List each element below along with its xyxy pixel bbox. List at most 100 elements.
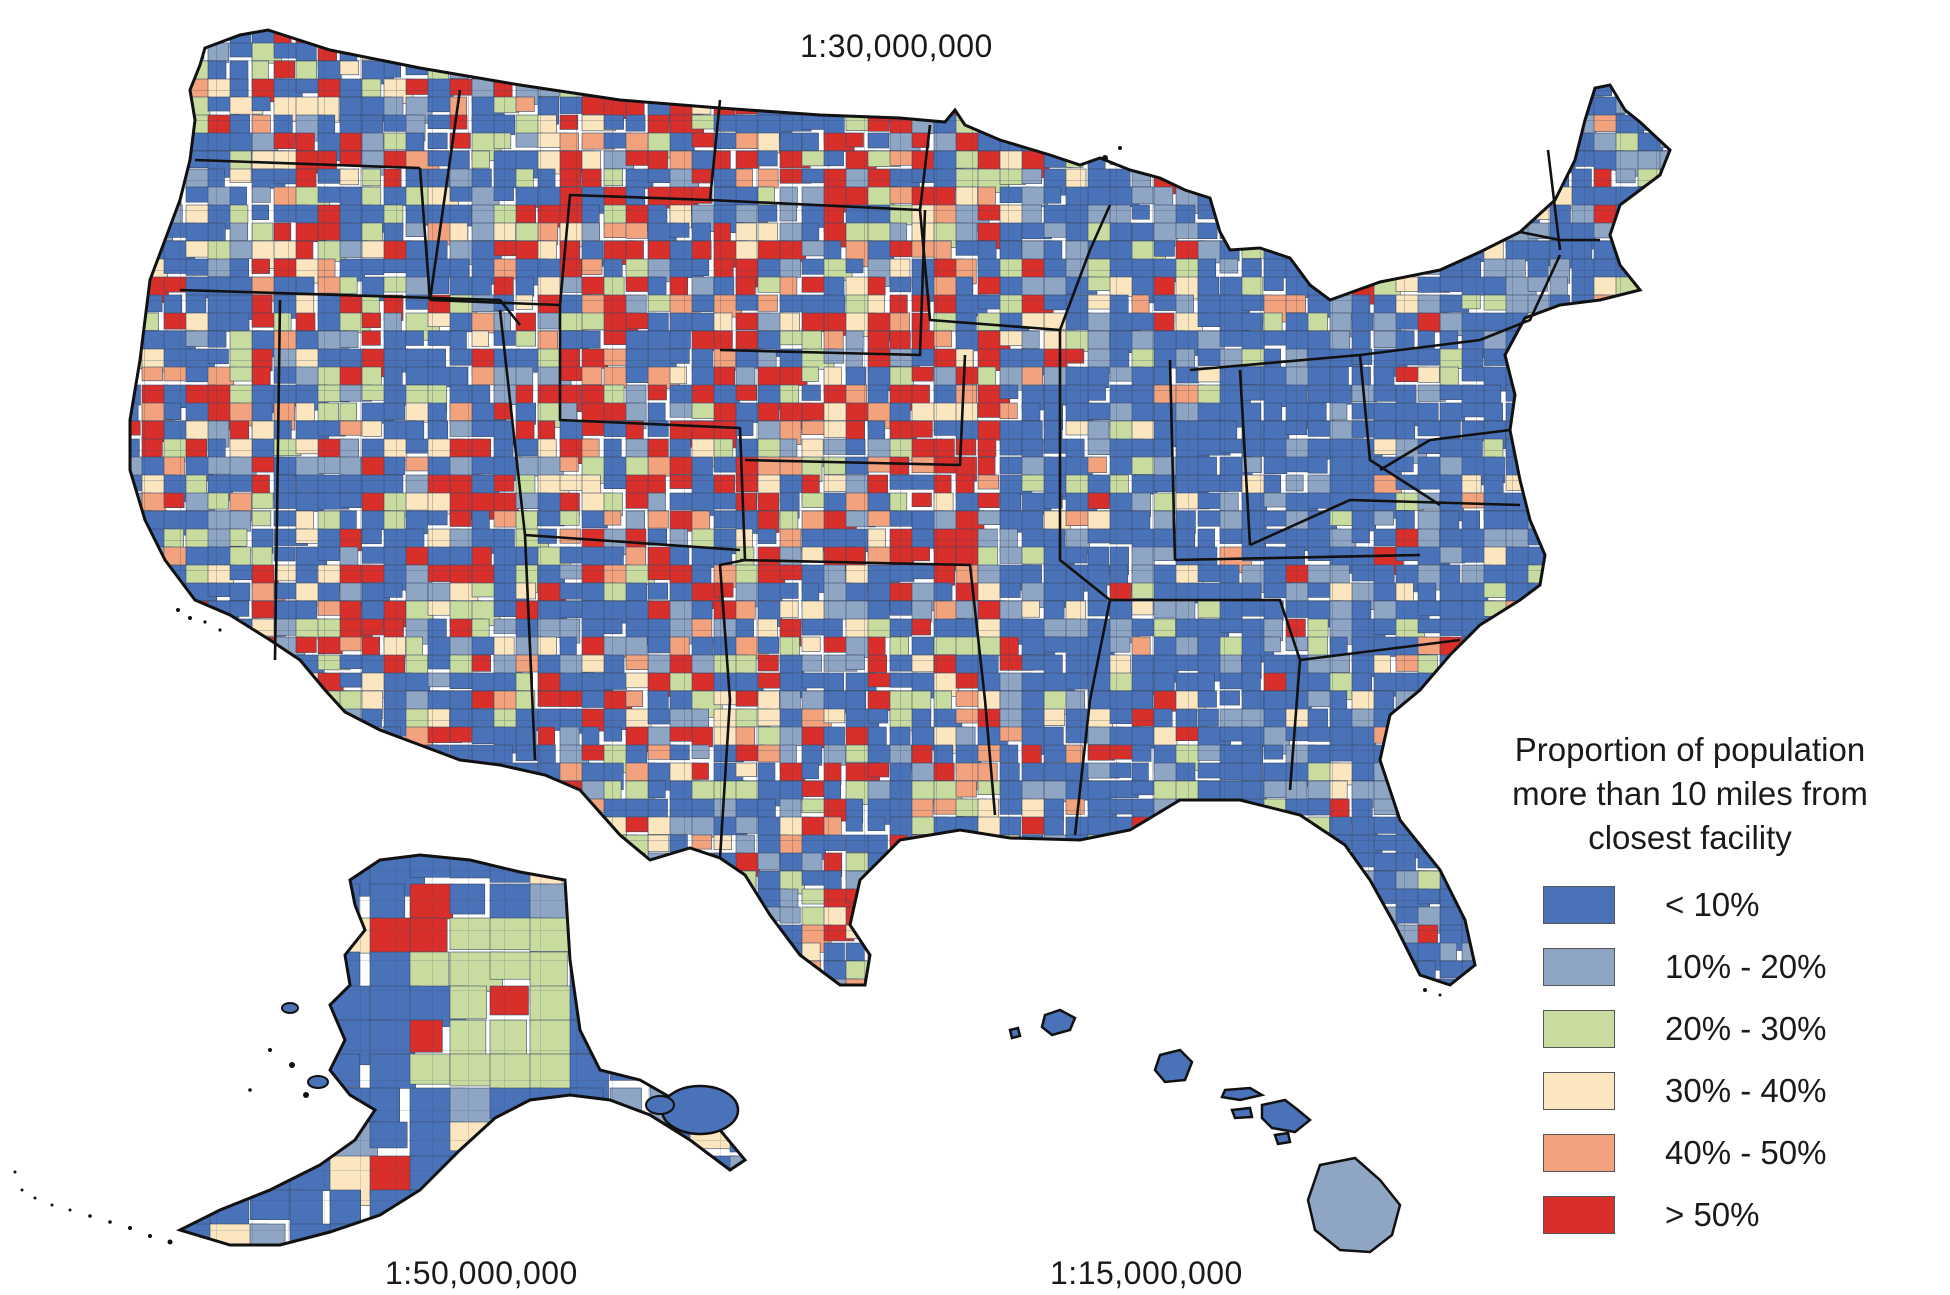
county-cell [1241, 204, 1269, 232]
county-cell [1087, 942, 1111, 970]
county-cell [1263, 924, 1288, 941]
county-cell [295, 942, 314, 964]
county-cell [1505, 690, 1541, 708]
county-cell [1176, 997, 1204, 1024]
county-cell [1439, 30, 1465, 40]
county-cell [1263, 30, 1289, 45]
county-cell [889, 942, 921, 960]
county-cell [1131, 132, 1159, 158]
county-cell [1263, 78, 1297, 100]
county-cell [1351, 114, 1378, 138]
county-cell [289, 855, 330, 894]
county-cell [1087, 78, 1105, 99]
county-cell [251, 762, 283, 780]
county-cell [1505, 30, 1531, 52]
county-cell [1241, 816, 1271, 843]
county-cell [1571, 30, 1601, 42]
county-cell [1109, 888, 1142, 914]
county-cell [1043, 870, 1070, 886]
legend-label: 40% - 50% [1665, 1134, 1827, 1171]
county-cell [185, 924, 211, 940]
county-cell [603, 78, 638, 94]
county-cell [569, 1155, 615, 1200]
county-cell [229, 924, 250, 941]
county-cell [934, 997, 962, 1022]
county-cell [251, 924, 273, 954]
county-cell [537, 798, 573, 822]
county-cell [1373, 978, 1397, 985]
county-cell [1593, 582, 1615, 598]
county-cell [977, 978, 1009, 985]
county-cell [130, 294, 140, 311]
county-cell [1395, 60, 1421, 83]
county-cell [130, 672, 147, 694]
county-cell [317, 726, 338, 752]
county-cell [185, 870, 206, 887]
county-cell [185, 852, 213, 875]
county-cell [1615, 690, 1648, 717]
county-cell [130, 312, 147, 331]
county-cell [251, 672, 271, 701]
county-cell [185, 618, 205, 634]
county-cell [289, 1121, 330, 1152]
county-cell [251, 978, 286, 985]
county-cell [911, 96, 938, 112]
county-cell [1615, 222, 1645, 249]
county-cell [757, 60, 788, 83]
county-cell [609, 1019, 671, 1070]
county-cell [1483, 30, 1514, 51]
county-cell [1615, 402, 1640, 429]
county-cell [1659, 582, 1670, 604]
county-cell [1351, 96, 1372, 114]
county-cell [1615, 672, 1645, 689]
county-cell [537, 42, 569, 68]
county-cell [912, 997, 931, 1020]
county-cell [1373, 60, 1406, 87]
county-cell [130, 690, 144, 719]
county-cell [207, 672, 226, 692]
county-cell [1418, 997, 1445, 1011]
county-cell [1307, 852, 1333, 875]
county-cell [209, 855, 265, 888]
county-cell [1263, 114, 1286, 133]
county-cell [868, 997, 886, 1022]
county-cell [1483, 690, 1508, 714]
county-cell [141, 96, 175, 119]
county-cell [802, 997, 828, 1025]
county-cell [1285, 906, 1314, 931]
county-cell [1439, 222, 1462, 238]
county-cell [1043, 942, 1069, 968]
county-cell [824, 997, 848, 1013]
county-cell [955, 78, 985, 94]
county-cell [1615, 30, 1650, 47]
county-cell [713, 960, 741, 980]
county-cell [1395, 168, 1416, 188]
county-cell [1285, 96, 1304, 124]
county-cell [1329, 240, 1351, 264]
county-cell [1483, 654, 1509, 676]
county-cell [1175, 96, 1205, 115]
county-cell [251, 744, 275, 761]
county-cell [1527, 150, 1550, 170]
county-cell [691, 870, 726, 892]
county-cell [649, 1189, 696, 1233]
county-cell [867, 942, 888, 964]
county-cell [1242, 997, 1274, 1017]
county-cell [141, 906, 169, 927]
county-cell [1659, 312, 1670, 339]
county-cell [1065, 60, 1092, 85]
county-cell [1637, 636, 1662, 657]
county-cell [669, 870, 694, 887]
county-cell [1351, 30, 1377, 53]
county-cell [1483, 96, 1510, 122]
county-cell [1131, 852, 1151, 881]
county-cell [229, 960, 261, 985]
county-cell [295, 924, 325, 948]
county-cell [1527, 690, 1547, 715]
county-cell [1395, 132, 1422, 149]
county-cell [130, 906, 147, 927]
county-cell [581, 30, 608, 46]
county-cell [339, 762, 370, 784]
county-cell [317, 834, 346, 850]
county-cell [141, 114, 177, 139]
